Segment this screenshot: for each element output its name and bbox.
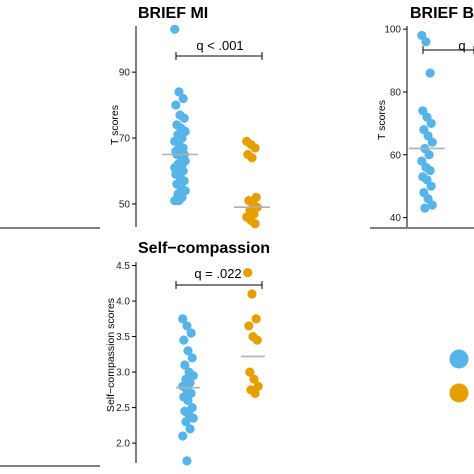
data-point [424, 150, 434, 160]
y-tick-label: 3.0 [116, 368, 130, 379]
panel-brief-mi: BRIEF MI T scores q < .001 50 70 90 [109, 5, 270, 229]
data-point [188, 413, 198, 423]
y-tick-label: 90 [119, 68, 131, 79]
y-tick-label: 3.5 [116, 332, 130, 343]
data-point [252, 335, 262, 345]
data-point [178, 93, 188, 104]
y-tick-label: 100 [384, 25, 401, 36]
cropped-neighbour-panels [0, 227, 474, 467]
data-point [188, 371, 198, 381]
panel-title: BRIEF B [410, 5, 474, 22]
y-axis-label: T scores [109, 105, 121, 145]
data-point [187, 353, 197, 363]
q-annotation: q = .022 [194, 266, 241, 281]
significance-bracket [175, 52, 263, 60]
data-point [247, 289, 257, 299]
data-point [249, 374, 259, 384]
q-annotation: q < .001 [196, 38, 243, 53]
data-point [247, 153, 257, 163]
data-point [426, 181, 436, 191]
data-point [170, 24, 180, 34]
y-tick-label: 4.0 [116, 297, 130, 308]
data-point [174, 196, 184, 206]
data-point [427, 137, 437, 147]
data-point [425, 68, 435, 78]
data-point [183, 346, 193, 356]
data-point [179, 335, 189, 345]
data-point [183, 395, 193, 406]
data-point [250, 143, 260, 153]
data-point [250, 219, 260, 229]
significance-bracket [422, 46, 474, 54]
legend-key-group1 [449, 349, 469, 369]
data-point [427, 200, 437, 210]
panel-title: Self−compassion [138, 240, 270, 257]
panel-title: BRIEF MI [138, 5, 208, 22]
data-point [174, 87, 184, 97]
data-point [245, 367, 255, 377]
y-tick-label: 2.5 [116, 403, 130, 414]
y-tick-label: 60 [390, 150, 402, 161]
data-point [179, 113, 189, 123]
y-tick-label: 80 [390, 87, 402, 98]
y-tick-label: 70 [119, 134, 131, 145]
data-point [187, 403, 197, 413]
data-point [185, 378, 195, 388]
data-point [426, 118, 436, 128]
y-axis-label: T scores [376, 100, 388, 140]
data-point [250, 388, 260, 398]
panel-brief-b: BRIEF B T scores q 40 60 80 100 [376, 5, 474, 227]
data-point [186, 388, 196, 398]
data-point [186, 328, 196, 338]
y-tick-label: 50 [119, 199, 131, 210]
panel-self-compassion: Self−compassion Self−compassion scores q… [105, 240, 270, 466]
data-point [178, 314, 188, 324]
data-point [421, 37, 431, 47]
y-tick-label: 4.5 [116, 261, 130, 272]
data-point [244, 321, 254, 331]
data-point [180, 360, 190, 370]
data-point [181, 417, 191, 427]
data-point [182, 456, 192, 466]
data-point [425, 165, 435, 176]
data-point [420, 203, 430, 213]
data-point [251, 314, 261, 324]
data-point [185, 424, 195, 434]
legend [449, 349, 469, 403]
data-point [178, 431, 188, 441]
data-point [182, 321, 192, 331]
data-point [171, 100, 181, 110]
significance-bracket [175, 281, 263, 289]
data-point [243, 268, 253, 278]
data-point [253, 381, 263, 391]
q-annotation: q [458, 38, 465, 53]
y-axis-label: Self−compassion scores [105, 298, 117, 412]
y-tick-label: 2.0 [116, 439, 130, 450]
legend-key-group2 [449, 383, 469, 403]
y-tick-label: 40 [390, 213, 402, 224]
